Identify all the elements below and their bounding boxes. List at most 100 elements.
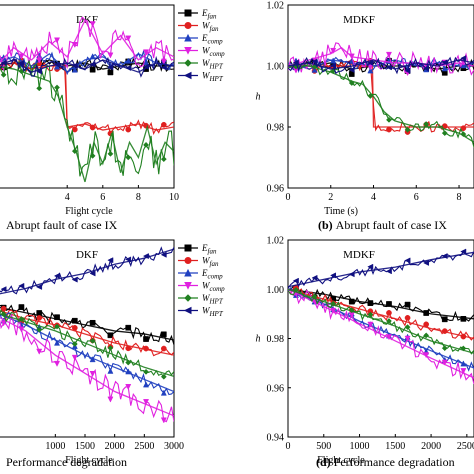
series-4-point: [385, 51, 392, 58]
series-4-point: [143, 399, 150, 406]
series-5-point: [160, 373, 167, 380]
series-6-point: [311, 274, 318, 281]
series-1-point: [89, 66, 96, 73]
series-6-point: [0, 286, 7, 293]
series-5-point: [18, 316, 25, 322]
series-5-point: [330, 300, 337, 307]
series-5-trend: [288, 65, 474, 143]
panel-2-ytick-label: 1.02: [267, 1, 285, 12]
legend-6-swatch-marker: [183, 71, 192, 80]
series-1-point: [107, 332, 114, 339]
series-6-point: [423, 259, 430, 266]
panel-4-xtick-label: 1500: [385, 441, 405, 452]
panel-2-xtick-label: 4: [371, 192, 376, 203]
legend-symbol: E: [201, 268, 208, 278]
panel-1-xtick-label: 4: [65, 192, 70, 203]
legend-1-label: Efan: [201, 8, 217, 21]
series-5-point: [311, 293, 318, 300]
panel-4-ytick-label: 1.00: [267, 285, 285, 296]
series-4-point: [367, 321, 374, 328]
series-5-point: [386, 116, 392, 123]
series-5-point: [143, 368, 149, 375]
series-4-point: [160, 58, 167, 65]
series-6-point: [311, 58, 318, 65]
series-4-point: [404, 335, 411, 342]
series-5-point: [160, 156, 167, 163]
series-1-point: [71, 317, 78, 324]
legend-subscript: HPT: [209, 298, 224, 306]
series-4-point: [125, 384, 132, 391]
panel-2: 0 2 4 6 8 0.96 0.98 1.00 1.02 MDKF Time (s) h (b) Ab…: [256, 1, 474, 232]
panel-1-frame: [0, 4, 175, 189]
legend-symbol: W: [202, 256, 211, 266]
series-1-point: [441, 316, 448, 323]
series-4-point: [460, 368, 467, 375]
series-6-trend: [288, 251, 474, 288]
series-5-point: [423, 332, 430, 339]
legend-subscript: comp: [210, 50, 226, 58]
series-6-trend: [0, 59, 174, 73]
caption-letter: (d): [316, 455, 334, 469]
series-5-point: [18, 68, 25, 75]
series-4-point: [125, 35, 132, 42]
legend-symbol: W: [202, 293, 211, 303]
legend-2-label: Wfan: [202, 256, 219, 269]
series-6-point: [404, 257, 411, 264]
legend-symbol: W: [202, 281, 211, 291]
series-5-point: [89, 152, 96, 159]
series-3-point: [311, 66, 318, 73]
series-3-point: [367, 67, 374, 74]
legend-4-label: Wcomp: [202, 281, 225, 294]
series-4-point: [367, 64, 374, 71]
legend-subscript: comp: [208, 38, 224, 46]
legend-4-swatch-marker: [184, 47, 192, 55]
series-6-point: [142, 253, 149, 260]
series-5-point: [404, 324, 411, 331]
series-2-point: [460, 333, 467, 340]
series-2-point: [0, 305, 7, 312]
legend-symbol: W: [202, 46, 211, 56]
legend-6-label: WHPT: [202, 71, 224, 84]
series-6-point: [367, 263, 374, 270]
series-2-point: [143, 345, 149, 352]
series-4-point: [330, 307, 337, 314]
series-5-trend: [0, 66, 174, 183]
series-3-point: [107, 367, 114, 374]
legend-3-swatch-marker: [184, 268, 192, 277]
series-3-point: [330, 57, 337, 64]
legend-1-swatch-marker: [184, 9, 192, 17]
legend-5-label: WHPT: [202, 58, 224, 71]
legend-3-label: Ecomp: [201, 33, 223, 46]
series-1-point: [386, 301, 392, 307]
series-6-point: [441, 253, 448, 260]
legend-4-swatch-marker: [184, 282, 192, 290]
legend-6-label: WHPT: [202, 306, 224, 319]
legend-subscript: comp: [210, 285, 226, 293]
series-5-point: [404, 126, 411, 133]
series-2-point: [89, 124, 96, 131]
legend-2-swatch-marker: [184, 257, 192, 264]
series-5-point: [143, 141, 149, 148]
series-6-point: [89, 270, 96, 277]
panel-2-ytick-label: 1.00: [267, 62, 285, 73]
panel-4-xtick-label: 2000: [421, 441, 441, 452]
series-1-point: [125, 324, 132, 331]
series-5-point: [460, 345, 467, 352]
legend-symbol: W: [202, 306, 211, 316]
series-5-point: [0, 71, 7, 78]
series-1-point: [143, 336, 149, 342]
panel-4: 0 500 1000 1500 2000 2500 0.94 0.96 0.98 1.00 1.02…: [256, 236, 474, 469]
series-6-point: [107, 257, 114, 264]
series-6-point: [460, 55, 467, 62]
series-1-point: [348, 298, 355, 305]
series-6-trend: [0, 248, 174, 295]
series-6-point: [385, 268, 392, 275]
series-6-point: [125, 64, 132, 71]
caption-text: Performance degradation: [334, 455, 455, 469]
series-5-point: [423, 121, 430, 127]
series-1-trend: [288, 288, 474, 320]
series-5-point: [54, 84, 60, 91]
series-4-point: [143, 49, 150, 56]
legend-subscript: fan: [210, 25, 219, 33]
